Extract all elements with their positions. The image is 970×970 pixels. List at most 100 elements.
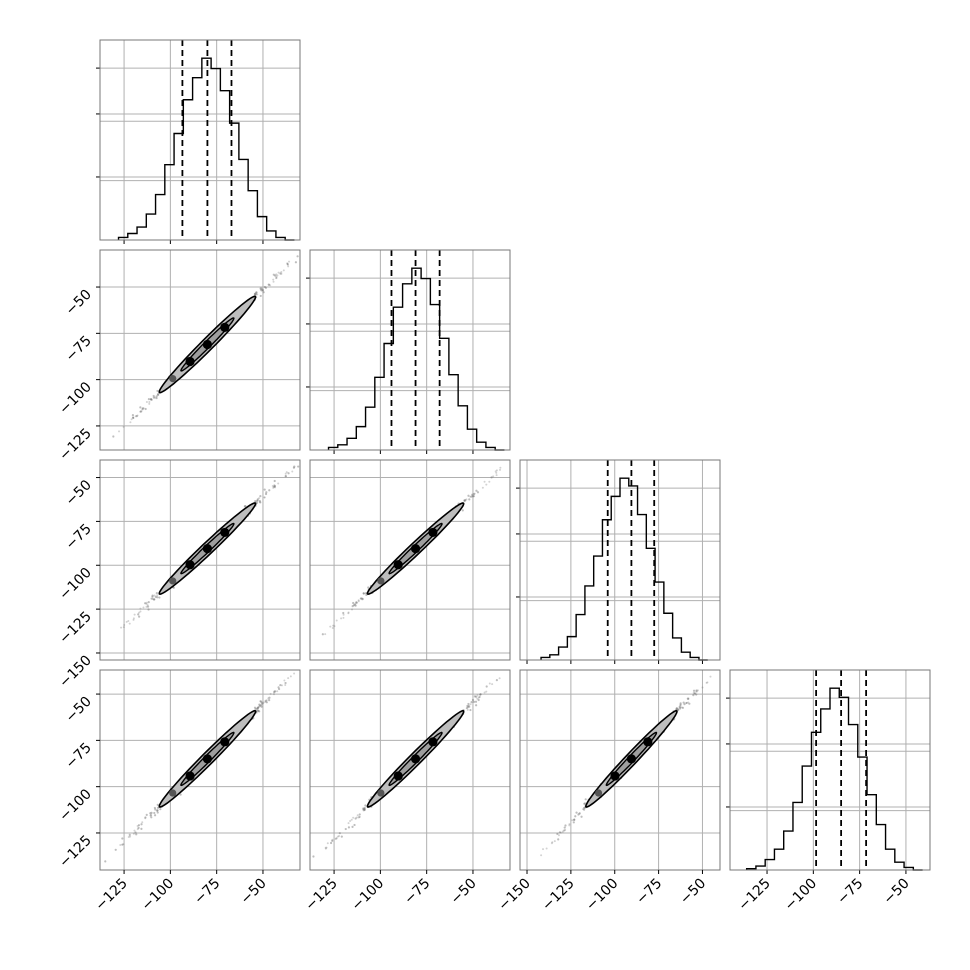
scatter-point <box>469 708 472 712</box>
scatter-point <box>260 701 264 705</box>
scatter-point <box>692 694 695 697</box>
scatter-point <box>551 841 554 844</box>
x-tick-label-0-3: −50 <box>238 876 270 908</box>
scatter-point <box>139 410 142 413</box>
scatter-point <box>264 700 267 703</box>
scatter-point <box>701 686 704 689</box>
scatter-point <box>475 695 478 698</box>
scatter-point <box>279 683 282 687</box>
scatter-point <box>347 826 351 829</box>
scatter-point <box>122 843 125 846</box>
scatter-point <box>156 393 159 396</box>
x-tick-label-0-0: −125 <box>92 876 131 915</box>
scatter-point <box>563 829 566 832</box>
scatter-point <box>259 501 262 504</box>
scatter-point <box>467 494 470 497</box>
scatter-point <box>488 480 491 483</box>
y-tick-label-3-0: −125 <box>56 832 95 871</box>
scatter-point <box>258 704 262 707</box>
scatter-point <box>275 275 278 278</box>
scatter-point <box>257 705 260 709</box>
scatter-point <box>148 402 151 405</box>
scatter-point <box>353 823 356 827</box>
scatter-point <box>545 847 548 850</box>
scatter-point <box>352 601 355 605</box>
scatter-point <box>257 709 260 713</box>
scatter-point <box>132 832 135 835</box>
scatter-point <box>568 824 571 827</box>
scatter-point <box>695 689 698 692</box>
scatter-point <box>583 807 586 810</box>
scatter-point <box>142 606 145 609</box>
scatter-point <box>256 707 260 710</box>
scatter-point <box>284 472 287 475</box>
scatter-point <box>145 605 148 608</box>
scatter-panel-3-1 <box>310 670 510 870</box>
scatter-point <box>483 480 486 483</box>
scatter-point <box>354 602 357 605</box>
scatter-point <box>476 697 479 700</box>
scatter-point <box>358 813 361 816</box>
density-dot <box>377 577 385 585</box>
x-tick-label-3-0: −125 <box>735 876 774 915</box>
scatter-point <box>677 709 680 712</box>
scatter-point <box>361 598 364 601</box>
scatter-point <box>93 452 95 454</box>
scatter-point <box>553 840 556 843</box>
density-dot <box>185 560 195 570</box>
x-tick-label-0-1: −100 <box>139 876 178 915</box>
scatter-point <box>338 832 341 835</box>
scatter-point <box>359 597 362 600</box>
scatter-point <box>683 703 686 706</box>
scatter-point <box>476 694 479 697</box>
scatter-point <box>356 814 359 817</box>
y-tick-label-2-1: −125 <box>56 609 95 648</box>
scatter-point <box>476 491 480 494</box>
density-dot <box>202 339 213 350</box>
scatter-point <box>255 291 258 294</box>
scatter-point <box>253 706 257 709</box>
scatter-point <box>134 415 137 418</box>
scatter-point <box>326 842 329 845</box>
scatter-point <box>550 842 553 845</box>
histogram-step-line <box>327 267 505 451</box>
scatter-point <box>357 600 360 603</box>
y-tick-label-1-0: −125 <box>56 425 95 464</box>
scatter-point <box>264 286 268 289</box>
scatter-point <box>133 829 136 832</box>
scatter-point <box>269 692 272 695</box>
scatter-point <box>681 706 685 709</box>
scatter-point <box>344 827 347 831</box>
scatter-point <box>355 816 358 819</box>
density-dot <box>594 789 603 797</box>
scatter-point <box>470 495 473 498</box>
scatter-point <box>150 597 153 600</box>
scatter-point <box>675 707 678 710</box>
scatter-point <box>336 835 339 838</box>
x-tick-label-0-2: −75 <box>191 876 223 908</box>
x-tick-label-2-1: −125 <box>539 876 578 915</box>
scatter-point <box>362 808 365 811</box>
density-dot <box>220 737 230 747</box>
scatter-point <box>268 489 271 492</box>
scatter-point <box>104 860 107 863</box>
scatter-point <box>362 807 365 810</box>
scatter-point <box>278 687 281 691</box>
density-dot <box>220 527 230 538</box>
scatter-point <box>473 492 476 495</box>
scatter-point <box>156 596 159 599</box>
scatter-point <box>156 389 159 393</box>
scatter-point <box>260 700 263 703</box>
scatter-point <box>347 822 350 825</box>
scatter-point <box>478 695 481 699</box>
scatter-point <box>338 834 341 837</box>
scatter-point <box>351 608 354 611</box>
scatter-panel-3-2 <box>520 670 720 870</box>
density-dot <box>169 577 177 585</box>
panel-content <box>321 466 502 636</box>
scatter-point <box>286 263 289 266</box>
scatter-point <box>132 417 135 420</box>
scatter-point <box>272 280 275 283</box>
scatter-point <box>122 626 125 629</box>
scatter-point <box>352 816 355 819</box>
